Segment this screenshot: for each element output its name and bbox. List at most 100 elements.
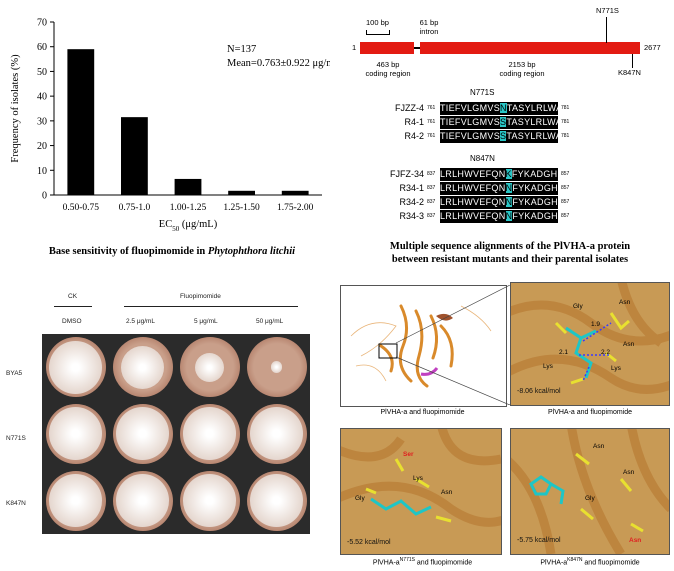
- col-50: 50 μg/mL: [256, 318, 284, 325]
- y-tick-label: 30: [37, 116, 47, 127]
- petri-dish: [45, 470, 106, 531]
- petri-dish: [179, 337, 240, 398]
- bar: [174, 178, 202, 195]
- panel4-label: PlVHA-aK847N and fluopimomide: [510, 557, 670, 566]
- p3-label-sup: N771S: [399, 557, 415, 563]
- colony: [250, 474, 303, 527]
- y-tick-label: 70: [37, 18, 47, 29]
- sequence-start: 837: [427, 199, 436, 205]
- row-bya5: BYA5: [6, 370, 23, 377]
- chart-caption-text: Base sensitivity of fluopimomide in: [48, 246, 208, 257]
- y-tick-label: 60: [37, 42, 47, 53]
- scale-bar: [366, 30, 390, 35]
- sequence-name: FJZZ-4: [395, 103, 424, 113]
- y-tick-label: 0: [42, 191, 47, 202]
- intron-line: [414, 47, 420, 49]
- alignment-n771s: FJZZ-4761TIEFVLGMVSNTASYLRLWAL781R4-1761…: [380, 102, 600, 147]
- sequence-end: 857: [561, 213, 570, 219]
- gene-diagram: 100 bp 61 bp intron 1 2677 N771S K847N 4…: [340, 0, 674, 90]
- y-axis-label: Frequency of isolates (%): [10, 54, 21, 163]
- sequence-name: R34-1: [399, 183, 424, 193]
- p4-res-asn1: Asn: [593, 443, 605, 450]
- mutation-residue: S: [500, 117, 507, 127]
- sequence-residues: TIEFVLGMVSNTASYLRLWAL: [440, 102, 558, 115]
- x-tick-label: 0.50-0.75: [63, 203, 100, 213]
- mutation-residue: N: [505, 183, 513, 193]
- p4-res-gly: Gly: [585, 495, 595, 502]
- row-k847n: K847N: [6, 500, 26, 507]
- sequence-end: 857: [561, 171, 570, 177]
- alignment-caption: Multiple sequence alignments of the PlVH…: [350, 240, 670, 266]
- p2-res-asn2: Asn: [623, 341, 635, 348]
- sequence-residues: TIEFVLGMVSSTASYLRLWAL: [440, 130, 558, 143]
- intron-label: 61 bp: [419, 18, 439, 27]
- protein-structure: [350, 304, 492, 388]
- sequence-start: 837: [427, 213, 436, 219]
- p3-res-asn: Asn: [441, 489, 453, 496]
- colony: [183, 407, 236, 461]
- mutation-residue: S: [500, 131, 507, 141]
- p4-label-sup: K847N: [567, 557, 583, 563]
- sequence-name: R4-1: [404, 117, 424, 127]
- sequence-end: 781: [561, 119, 570, 125]
- docking-panel-3: Ser Lys Asn Gly -5.52 kcal/mol: [340, 428, 502, 555]
- petri-dish: [246, 403, 307, 464]
- ribbon-detail: [436, 313, 453, 321]
- sequence-residues: LRLHWVEFQNNFYKADGHKFH: [440, 210, 558, 223]
- panel2-label: PlVHA-a and fluopimomide: [547, 409, 633, 416]
- y-tick-label: 50: [37, 67, 47, 78]
- sequence-residues: LRLHWVEFQNKFYKADGHKFH: [440, 168, 558, 181]
- docking-panel-2: Gly Asn Lys Lys Asn 1.9 2.1 2.2 -8.06 kc…: [510, 282, 670, 406]
- alignment-caption-line2: between resistant mutants and their pare…: [391, 254, 629, 265]
- x-tick-label: 1.25-1.50: [223, 203, 260, 213]
- petri-dish: [45, 337, 106, 398]
- sequence-name: R4-2: [404, 131, 424, 141]
- p2-res-asn1: Asn: [619, 299, 631, 306]
- sequence-name: R34-3: [399, 211, 424, 221]
- p2-dist1: 1.9: [591, 321, 601, 328]
- x-tick-label: 1.75-2.00: [277, 203, 314, 213]
- flu-line: [124, 306, 298, 307]
- align2-title: N847N: [470, 154, 495, 163]
- chart-caption-species: Phytophthora litchii: [207, 246, 296, 257]
- sequence-start: 761: [427, 133, 436, 139]
- sequence-end: 857: [561, 199, 570, 205]
- docking-panel-1: [340, 285, 507, 407]
- sequence-start: 761: [427, 119, 436, 125]
- mutation-residue: N: [500, 103, 507, 113]
- x-axis-label: EC50 (μg/mL): [159, 219, 218, 233]
- p2-energy: -8.06 kcal/mol: [517, 388, 561, 395]
- ck-label: CK: [68, 293, 78, 300]
- sequence-end: 781: [561, 133, 570, 139]
- col-2.5: 2.5 μg/mL: [126, 318, 156, 325]
- ec50-bar-chart: 0 10 20 30 40 50 60 70 0.50-0.75 0.75-1.0 1.00-1.2…: [10, 18, 330, 234]
- n771s-marker: [606, 17, 607, 43]
- n771s-label: N771S: [596, 6, 619, 15]
- p3-label-post: and fluopimomide: [414, 559, 473, 567]
- sequence-end: 857: [561, 185, 570, 191]
- bar: [228, 190, 255, 195]
- colony: [49, 407, 102, 461]
- sequence-name: FJFZ-34: [389, 169, 424, 179]
- petri-dish: [179, 470, 240, 531]
- p4-label-post: and fluopimomide: [582, 559, 640, 567]
- sequence-residues: LRLHWVEFQNNFYKADGHKFH: [440, 196, 558, 209]
- sequence-name: R34-2: [399, 197, 424, 207]
- docking-panel-4: Asn Asn Gly Asn -5.75 kcal/mol: [510, 428, 670, 555]
- sequence-residues: TIEFVLGMVSSTASYLRLWAL: [440, 116, 558, 129]
- p3-energy: -5.52 kcal/mol: [347, 539, 391, 546]
- p4-label-pre: PlVHA-a: [540, 559, 568, 567]
- ck-line: [54, 306, 92, 307]
- plate-grid: [42, 334, 310, 534]
- exon-2: [420, 42, 640, 54]
- petri-dish: [112, 403, 173, 464]
- alignment-k847n: FJFZ-34837LRLHWVEFQNKFYKADGHKFH857R34-18…: [380, 168, 600, 228]
- gene-start: 1: [352, 43, 357, 52]
- colony: [49, 474, 102, 527]
- row-n771s: N771S: [6, 435, 26, 442]
- scale-label: 100 bp: [366, 18, 389, 27]
- petri-dish: [112, 337, 173, 398]
